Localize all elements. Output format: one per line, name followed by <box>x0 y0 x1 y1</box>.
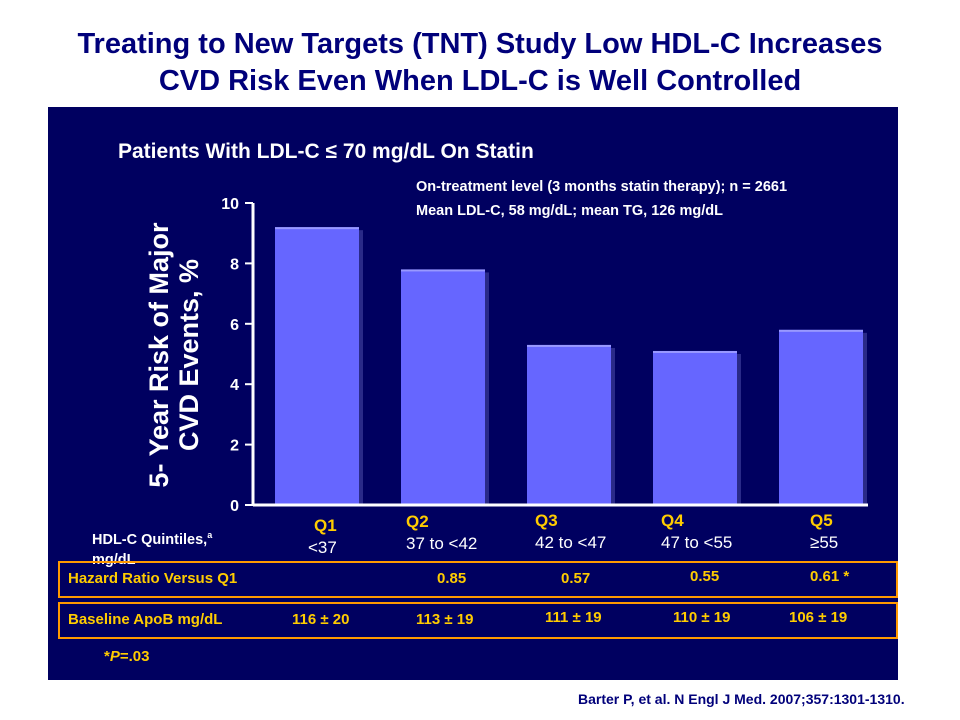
bar-q2 <box>401 269 485 505</box>
quintile-name: Q3 <box>535 511 558 530</box>
quintile-name: Q2 <box>406 512 429 531</box>
apob-q5: 106 ± 19 <box>789 609 848 626</box>
hdl-label-line-1: HDL-C Quintiles, <box>92 531 208 548</box>
p-note-prefix: * <box>104 648 110 665</box>
quintile-range: 47 to <55 <box>661 533 733 552</box>
y-tick-label: 2 <box>230 438 239 455</box>
p-note-italic: P <box>109 648 120 665</box>
p-note-rest: =.03 <box>119 648 150 665</box>
hdl-quintiles-label: HDL-C Quintiles,a mg/dL <box>92 525 212 570</box>
hazard-ratio-q5: 0.61 * <box>810 568 850 585</box>
hazard-ratio-q4: 0.55 <box>690 568 720 585</box>
hdl-label-line-2: mg/dL <box>92 551 136 568</box>
bar-highlight <box>275 227 359 230</box>
apob-row <box>58 602 898 639</box>
y-tick-label: 4 <box>230 377 239 394</box>
bar-shadow <box>737 353 741 505</box>
quintile-name: Q4 <box>661 511 684 530</box>
quintile-range: ≥55 <box>810 533 839 552</box>
apob-q2: 113 ± 19 <box>416 611 474 628</box>
hazard-ratio-label: Hazard Ratio Versus Q1 <box>68 570 238 587</box>
y-tick-label: 0 <box>230 498 239 515</box>
quintile-name: Q1 <box>314 516 337 535</box>
quintile-range: 42 to <47 <box>535 533 607 552</box>
quintile-label-q2: Q2 37 to <42 <box>406 511 477 555</box>
hazard-ratio-q2: 0.85 <box>437 570 467 587</box>
quintile-label-q3: Q3 42 to <47 <box>535 510 606 554</box>
quintile-label-q4: Q4 47 to <55 <box>661 510 732 554</box>
bar-highlight <box>779 329 863 332</box>
quintile-range: <37 <box>308 538 337 557</box>
chart-subtitle: Patients With LDL-C ≤ 70 mg/dL On Statin <box>118 140 534 163</box>
apob-q1: 116 ± 20 <box>292 611 350 628</box>
hazard-ratio-q3: 0.57 <box>561 570 591 587</box>
quintile-range: 37 to <42 <box>406 534 478 553</box>
bar-shadow <box>611 347 615 505</box>
slide-title-line-2: CVD Risk Even When LDL-C is Well Control… <box>158 65 802 97</box>
hazard-ratio-row <box>58 561 898 598</box>
quintile-label-q1: Q1 <37 <box>308 515 337 559</box>
slide-title-line-1: Treating to New Targets (TNT) Study Low … <box>77 28 883 60</box>
apob-q3: 111 ± 19 <box>545 609 602 626</box>
bar-shadow <box>863 332 867 505</box>
study-note-line-1: On-treatment level (3 months statin ther… <box>416 179 788 195</box>
bar-highlight <box>527 344 611 347</box>
bar-shadow <box>359 230 363 505</box>
y-tick-label: 6 <box>230 317 239 334</box>
bar-highlight <box>401 269 485 272</box>
y-tick-label: 10 <box>221 196 239 213</box>
apob-q4: 110 ± 19 <box>673 609 731 626</box>
bar-q4 <box>653 350 737 505</box>
quintile-name: Q5 <box>810 511 833 530</box>
hdl-label-footnote-mark: a <box>207 530 213 540</box>
p-value-footnote: *P=.03 <box>104 648 149 665</box>
citation: Barter P, et al. N Engl J Med. 2007;357:… <box>578 691 905 707</box>
bar-q1 <box>275 227 359 505</box>
bar-highlight <box>653 350 737 353</box>
y-tick-label: 8 <box>230 256 239 273</box>
bar-q5 <box>779 329 863 505</box>
apob-label: Baseline ApoB mg/dL <box>68 611 223 628</box>
bar-q3 <box>527 344 611 505</box>
study-note-line-2: Mean LDL-C, 58 mg/dL; mean TG, 126 mg/dL <box>416 203 723 219</box>
bar-shadow <box>485 272 489 505</box>
quintile-label-q5: Q5 ≥55 <box>810 510 838 554</box>
